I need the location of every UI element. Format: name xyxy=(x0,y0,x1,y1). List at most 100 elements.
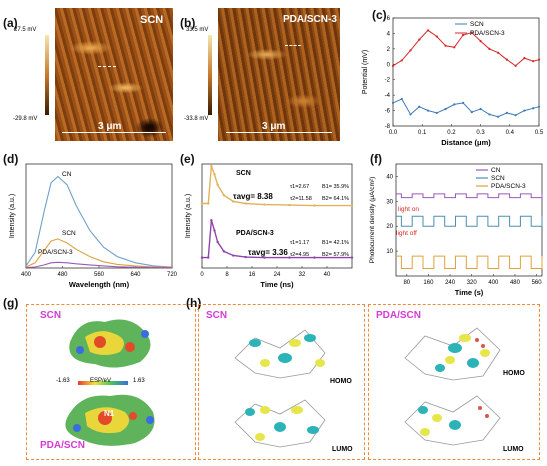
data-point xyxy=(537,58,541,61)
panel-b-profile-line xyxy=(285,45,301,46)
x-tick-label: 400 xyxy=(488,280,499,286)
x-tick-label: 560 xyxy=(532,280,543,286)
series-line-CN xyxy=(396,193,543,199)
legend-entry: SCN xyxy=(491,175,505,182)
panel-b-tag: PDA/SCN-3 xyxy=(283,14,337,25)
x-tick-label: 480 xyxy=(510,280,521,286)
data-point xyxy=(244,202,247,205)
data-point xyxy=(400,59,403,62)
data-point xyxy=(210,218,213,222)
x-tick-label: 480 xyxy=(57,272,68,278)
series-line-PDA/SCN-3 xyxy=(25,261,173,269)
data-point xyxy=(288,256,291,259)
panel-a-tag: SCN xyxy=(140,14,164,26)
panel-g-esp-colorscale xyxy=(78,381,128,385)
y-tick-label: -4 xyxy=(385,93,391,99)
panel-a-scalebar xyxy=(62,132,166,133)
y-tick-label: -6 xyxy=(385,109,391,115)
panel-e-scn-t1: τ1=2.67 xyxy=(290,184,310,190)
series-label: SCN xyxy=(62,230,76,237)
x-tick-label: 24 xyxy=(274,272,281,278)
data-point xyxy=(263,256,266,259)
x-tick-label: 160 xyxy=(423,280,434,286)
y-tick-label: 2 xyxy=(387,47,391,53)
x-tick-label: 640 xyxy=(130,272,141,278)
panel-e-pda-t1: τ1=1.17 xyxy=(290,240,310,246)
data-point xyxy=(232,200,235,203)
data-point xyxy=(435,35,438,38)
panel-g-n-label: N1 xyxy=(104,409,115,418)
x-axis-label: Time (ns) xyxy=(260,280,294,289)
panel-h-scn-lumo-label: LUMO xyxy=(332,446,353,453)
data-point xyxy=(216,183,219,186)
data-point xyxy=(418,105,421,108)
series-line-CN xyxy=(25,175,173,268)
data-point xyxy=(523,109,526,112)
panel-b-scale-text: 3 μm xyxy=(262,121,286,132)
panel-b-cbar-bottom: -33.8 mV xyxy=(184,116,209,122)
data-point xyxy=(350,204,354,207)
panel-h-left-title: SCN xyxy=(206,310,228,321)
data-point xyxy=(488,47,491,50)
panel-b-scalebar xyxy=(226,132,332,133)
series-line-PDA/SCN-3 xyxy=(396,255,543,269)
x-tick-label: 0.0 xyxy=(389,130,398,136)
panel-c-label: (c) xyxy=(372,8,387,22)
x-tick-label: 0.1 xyxy=(418,130,427,136)
data-point xyxy=(435,111,438,114)
data-point xyxy=(200,202,204,205)
data-point xyxy=(400,97,403,101)
x-tick-label: 0.3 xyxy=(476,130,485,136)
x-tick-label: 32 xyxy=(299,272,306,278)
data-point xyxy=(514,114,517,117)
x-tick-label: 320 xyxy=(467,280,478,286)
x-tick-label: 16 xyxy=(249,272,256,278)
data-point xyxy=(444,107,447,111)
data-point xyxy=(409,113,412,116)
panel-g-top-title: SCN xyxy=(40,310,62,321)
data-point xyxy=(532,60,535,63)
x-tick-label: 240 xyxy=(445,280,456,286)
panel-d-chart: 400 480 560 640 720 Wavelength (nm) Intensity … xyxy=(9,163,178,289)
panel-h-pda-lumo-label: LUMO xyxy=(503,446,524,453)
panel-a-afm-image xyxy=(55,8,173,141)
x-axis-label: Distance (μm) xyxy=(441,138,491,147)
panel-g-esp-surface-top xyxy=(69,319,151,368)
panel-g-bottom-title: PDA/SCN xyxy=(40,440,86,451)
data-point xyxy=(207,256,210,259)
panel-e-scn-name: SCN xyxy=(236,170,251,177)
panel-b-cbar-top: 33.5 mV xyxy=(186,27,209,33)
panel-b-colorbar xyxy=(208,35,212,115)
data-point xyxy=(288,203,291,207)
data-point xyxy=(409,49,412,52)
legend-entry: PDA/SCN-3 xyxy=(491,183,526,190)
data-point xyxy=(426,29,430,32)
data-point xyxy=(213,229,216,232)
panel-f-light-off: light off xyxy=(396,230,417,237)
data-point xyxy=(537,105,541,108)
panel-c-chart: 0.0 0.1 0.2 0.3 0.4 0.5 -8 -6 -4 -2 0 2 4 6 Distance (… xyxy=(362,16,544,147)
panel-e-pda-t2: τ2=4.95 xyxy=(290,252,310,258)
legend-entry: CN xyxy=(491,167,501,174)
panel-g-scale-label: ESP/eV xyxy=(90,378,112,384)
panel-a-scale-text: 3 μm xyxy=(98,121,122,132)
panel-h-pda-lumo-orbital xyxy=(404,395,501,446)
data-point xyxy=(213,173,216,176)
panel-d-label: (d) xyxy=(3,152,19,166)
panel-h-frame-left xyxy=(198,304,365,460)
data-point xyxy=(505,58,508,61)
panel-h-pda-homo-orbital xyxy=(404,327,501,381)
legend-entry: SCN xyxy=(470,21,484,28)
panel-g-frame xyxy=(26,304,196,460)
panel-h-frame-right xyxy=(368,304,540,460)
panel-e-scn-b1: B1= 35.9% xyxy=(322,184,350,190)
data-point xyxy=(505,111,508,114)
panel-e-pda-b2: B2= 57.9% xyxy=(322,252,350,258)
data-point xyxy=(222,194,226,197)
data-point xyxy=(216,240,219,244)
y-tick-label: 10 xyxy=(386,249,393,255)
panel-g-scale-max: 1.63 xyxy=(133,378,145,384)
data-point xyxy=(470,31,473,34)
data-point xyxy=(479,40,482,43)
panel-e-scn-b2: B2= 64.1% xyxy=(322,196,350,202)
